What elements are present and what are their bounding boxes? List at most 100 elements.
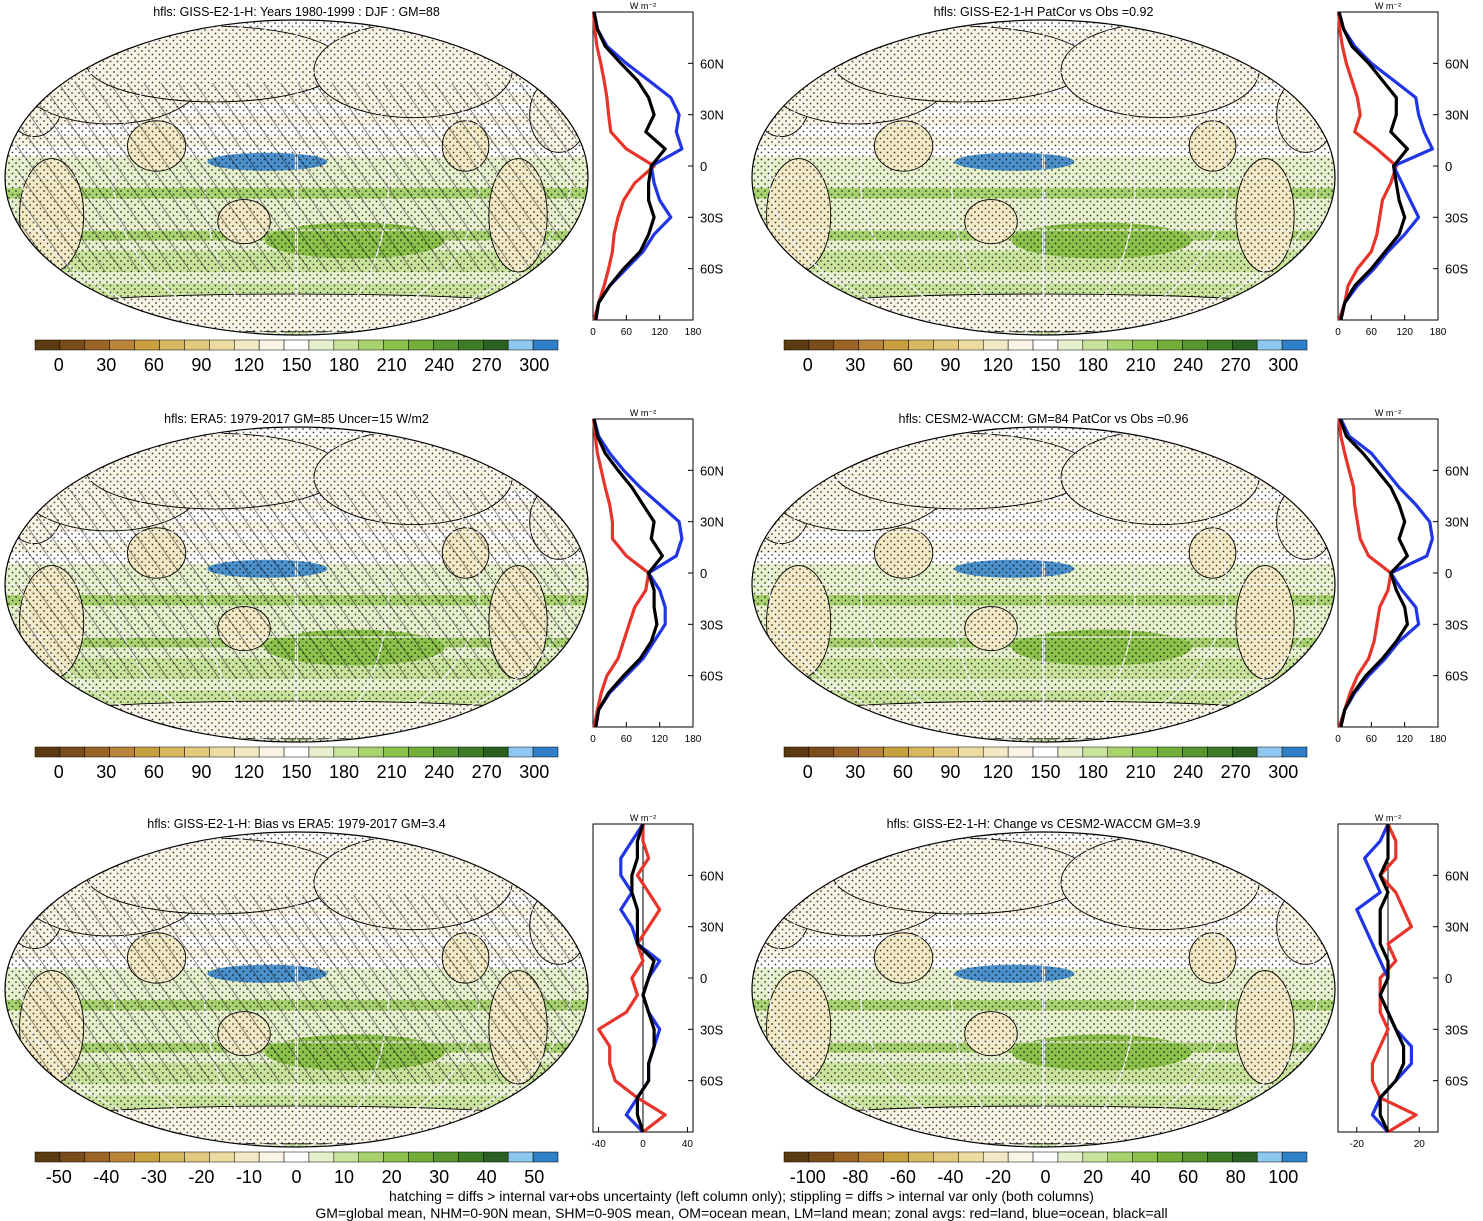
colorbar-tick-label: -30 bbox=[141, 1167, 167, 1187]
colorbar-tick-label: 0 bbox=[54, 355, 64, 375]
colorbar-swatch bbox=[1182, 746, 1208, 758]
colorbar-swatch bbox=[982, 339, 1009, 351]
colorbar-tick-label: 240 bbox=[424, 762, 454, 782]
colorbar-swatch bbox=[1007, 339, 1034, 351]
colorbar-swatch bbox=[1082, 746, 1109, 758]
profile-ytick-label: 30S bbox=[1445, 617, 1468, 632]
profile-ytick-label: 30N bbox=[1445, 920, 1469, 935]
colorbar-tick-label: 90 bbox=[940, 762, 960, 782]
colorbar-tick-label: 210 bbox=[377, 355, 407, 375]
colorbar-swatch bbox=[1157, 1151, 1183, 1163]
colorbar-swatch bbox=[532, 339, 559, 351]
profile-ytick-label: 30S bbox=[700, 617, 723, 632]
profile-xtick-label: 60 bbox=[1366, 734, 1378, 745]
panel-title: hfls: GISS-E2-1-H: Bias vs ERA5: 1979-20… bbox=[147, 817, 445, 831]
profile-ytick-label: 0 bbox=[1445, 971, 1452, 986]
colorbar-tick-label: 270 bbox=[472, 355, 502, 375]
colorbar-swatch bbox=[1256, 746, 1283, 758]
profile-xtick-label: -40 bbox=[591, 1139, 606, 1150]
profile-ytick-label: 60S bbox=[1445, 262, 1468, 277]
colorbar-tick-label: -20 bbox=[188, 1167, 214, 1187]
colorbar-tick-label: -40 bbox=[93, 1167, 119, 1187]
profile-xtick-label: 180 bbox=[1430, 327, 1447, 338]
profile-xtick-label: 180 bbox=[1430, 734, 1447, 745]
profile-ytick-label: 30N bbox=[700, 920, 724, 935]
colorbar-swatch bbox=[783, 339, 810, 351]
profile-ytick-label: 0 bbox=[1445, 566, 1452, 581]
colorbar-swatch bbox=[908, 746, 934, 758]
colorbar-swatch bbox=[233, 339, 260, 351]
profile-xtick-label: 0 bbox=[640, 1139, 646, 1150]
profile-ytick-label: 0 bbox=[700, 971, 707, 986]
profile-xtick-label: 60 bbox=[1366, 327, 1378, 338]
profile-line-all bbox=[1378, 824, 1406, 1133]
colorbar-swatch bbox=[808, 746, 835, 758]
panel-middle-left: hfls: ERA5: 1979-2017 GM=85 Uncer=15 W/m… bbox=[4, 408, 724, 782]
map-border bbox=[751, 19, 1336, 336]
colorbar-tick-label: 120 bbox=[234, 762, 264, 782]
colorbar-tick-label: 300 bbox=[1268, 762, 1298, 782]
colorbar-tick-label: 0 bbox=[291, 1167, 301, 1187]
colorbar-swatch bbox=[408, 746, 434, 758]
colorbar-tick-label: 30 bbox=[845, 355, 865, 375]
colorbar-swatch bbox=[458, 1151, 484, 1163]
profile-xtick-label: 20 bbox=[1414, 1139, 1426, 1150]
colorbar-swatch bbox=[1082, 1151, 1109, 1163]
colorbar-swatch bbox=[1157, 339, 1183, 351]
profile-ytick-label: 30S bbox=[1445, 1022, 1468, 1037]
profile-xtick-label: 180 bbox=[685, 327, 702, 338]
colorbar-swatch bbox=[1032, 746, 1059, 758]
colorbar-swatch bbox=[1207, 746, 1233, 758]
colorbar-tick-label: 240 bbox=[1173, 762, 1203, 782]
profile-ytick-label: 60N bbox=[700, 56, 724, 71]
colorbar-tick-label: 150 bbox=[1030, 355, 1060, 375]
colorbar-tick-label: -60 bbox=[890, 1167, 916, 1187]
map-field bbox=[5, 427, 588, 742]
colorbar-swatch bbox=[159, 339, 185, 351]
colorbar-tick-label: 30 bbox=[429, 1167, 449, 1187]
colorbar-swatch bbox=[84, 1151, 110, 1163]
colorbar-tick-label: 90 bbox=[191, 762, 211, 782]
colorbar-swatch bbox=[408, 1151, 434, 1163]
colorbar-swatch bbox=[1281, 339, 1308, 351]
colorbar-swatch bbox=[159, 746, 185, 758]
colorbar-tick-label: 60 bbox=[1178, 1167, 1198, 1187]
profile-ytick-label: 0 bbox=[700, 159, 707, 174]
map-field bbox=[752, 20, 1335, 335]
colorbar-swatch bbox=[34, 1151, 61, 1163]
profile-line-all bbox=[1337, 11, 1410, 321]
colorbar-swatch bbox=[433, 339, 459, 351]
colorbar-tick-label: 120 bbox=[983, 762, 1013, 782]
profile-ytick-label: 60N bbox=[700, 463, 724, 478]
profile-xtick-label: 60 bbox=[621, 327, 633, 338]
colorbar-swatch bbox=[84, 746, 110, 758]
colorbar-swatch bbox=[1232, 1151, 1258, 1163]
colorbar-tick-label: 120 bbox=[234, 355, 264, 375]
profile-ytick-label: 60N bbox=[1445, 868, 1469, 883]
colorbar-swatch bbox=[34, 339, 61, 351]
panel-bottom-left: hfls: GISS-E2-1-H: Bias vs ERA5: 1979-20… bbox=[4, 813, 724, 1187]
colorbar-tick-label: 120 bbox=[983, 355, 1013, 375]
colorbar-swatch bbox=[1256, 1151, 1283, 1163]
colorbar-swatch bbox=[958, 339, 984, 351]
colorbar-swatch bbox=[258, 746, 285, 758]
profile-line-land bbox=[596, 824, 667, 1134]
colorbar-tick-label: 50 bbox=[524, 1167, 544, 1187]
colorbar-swatch bbox=[1082, 339, 1109, 351]
colorbar-swatch bbox=[1107, 1151, 1133, 1163]
colorbar-tick-label: 180 bbox=[329, 762, 359, 782]
profile-ytick-label: 30S bbox=[700, 1022, 723, 1037]
colorbar-swatch bbox=[858, 339, 884, 351]
map-field bbox=[5, 832, 588, 1147]
profile-ytick-label: 60S bbox=[1445, 1074, 1468, 1089]
colorbar-tick-label: 240 bbox=[424, 355, 454, 375]
profile-xtick-label: 120 bbox=[1396, 327, 1413, 338]
colorbar-swatch bbox=[507, 339, 534, 351]
colorbar-swatch bbox=[1157, 746, 1183, 758]
profile-unit-label: W m⁻² bbox=[630, 813, 656, 823]
hatching-overlay bbox=[16, 83, 577, 272]
colorbar-tick-label: -50 bbox=[46, 1167, 72, 1187]
colorbar-swatch bbox=[1281, 1151, 1308, 1163]
profile-xtick-label: 0 bbox=[1335, 734, 1341, 745]
profile-unit-label: W m⁻² bbox=[630, 1, 656, 11]
